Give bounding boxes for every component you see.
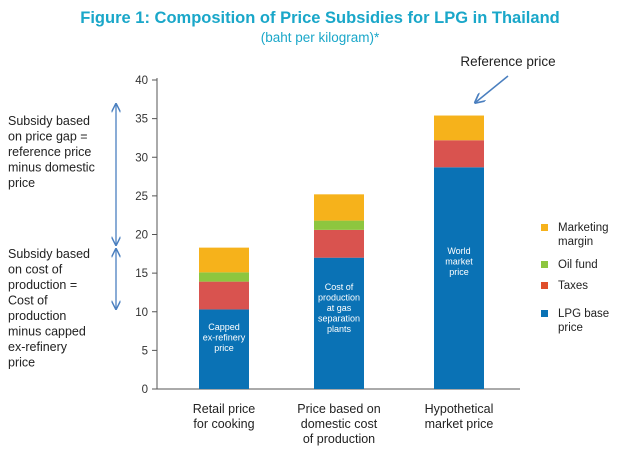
subsidy-cost-line: production (8, 309, 66, 323)
x-tick-label: Retail price (193, 402, 256, 416)
bar-inner-label: ex-refinery (203, 333, 246, 343)
legend-label: price (558, 322, 583, 334)
bar-inner-label: production (318, 293, 360, 303)
y-tick-label: 30 (135, 152, 148, 164)
x-tick-label: of production (303, 432, 375, 446)
bar-inner-label: Cost of (325, 282, 354, 292)
chart-title: Figure 1: Composition of Price Subsidies… (80, 9, 559, 27)
y-tick-label: 10 (135, 307, 148, 319)
bar-segment-lpg-base-price (199, 309, 249, 389)
subsidy-cost-line: minus capped (8, 325, 86, 339)
subsidy-cost-line: Cost of (8, 294, 48, 308)
bar-segment-oil-fund (314, 220, 364, 230)
bar-inner-label: market (445, 257, 473, 267)
subsidy-gap-line: on price gap = (8, 130, 88, 144)
x-tick-label: market price (425, 417, 494, 431)
legend-label: LPG base (558, 308, 609, 320)
chart-subtitle: (baht per kilogram)* (261, 30, 380, 45)
y-tick-label: 0 (142, 384, 148, 396)
bar-segment-lpg-base-price (434, 167, 484, 389)
bar-inner-label: plants (327, 324, 352, 334)
legend-swatch (541, 282, 548, 289)
legend-label: Taxes (558, 280, 588, 292)
subsidy-gap-line: price (8, 176, 35, 190)
subsidy-gap-line: reference price (8, 145, 91, 159)
y-tick-label: 25 (135, 191, 148, 203)
bar-segment-taxes (434, 140, 484, 168)
bar-segment-marketing-margin (434, 115, 484, 141)
subsidy-cost-line: Subsidy based (8, 247, 90, 261)
subsidy-cost-line: on cost of (8, 263, 63, 277)
bar-segment-marketing-margin (314, 194, 364, 221)
x-tick-label: Hypothetical (425, 402, 494, 416)
bars (199, 115, 484, 389)
subsidy-gap-line: minus domestic (8, 161, 95, 175)
bar-segment-marketing-margin (199, 247, 249, 273)
bar-segment-oil-fund (199, 272, 249, 282)
bar-inner-label: price (449, 267, 469, 277)
y-tick-label: 35 (135, 114, 148, 126)
subsidy-cost-line: price (8, 356, 35, 370)
legend-swatch (541, 261, 548, 268)
reference-price-label: Reference price (460, 54, 555, 69)
legend-swatch (541, 224, 548, 231)
bar-segment-taxes (314, 229, 364, 258)
bar-inner-label: at gas (327, 303, 352, 313)
bar-segment-lpg-base-price (314, 257, 364, 389)
subsidy-cost-line: ex-refinery (8, 340, 68, 354)
subsidy-gap-annotation: Subsidy based on price gap =reference pri… (8, 114, 95, 190)
legend-label: Marketing (558, 222, 609, 234)
y-tick-label: 20 (135, 230, 148, 242)
x-tick-label: domestic cost (301, 417, 378, 431)
reference-price-arrow (476, 75, 509, 102)
legend-label: Oil fund (558, 259, 598, 271)
y-tick-label: 15 (135, 268, 148, 280)
y-tick-label: 40 (135, 75, 148, 87)
bar-inner-label: Capped (208, 322, 240, 332)
x-tick-label: for cooking (193, 417, 254, 431)
x-tick-label: Price based on (297, 402, 380, 416)
legend-label: margin (558, 236, 593, 248)
bar-segment-taxes (199, 281, 249, 310)
y-tick-label: 5 (142, 345, 148, 357)
subsidy-cost-line: production = (8, 278, 77, 292)
legend: Marketing margin Oil fund Taxes LPG base pric… (541, 222, 609, 334)
bar-inner-label: separation (318, 314, 360, 324)
bar-inner-label: price (214, 343, 234, 353)
legend-swatch (541, 310, 548, 317)
bar-inner-label: World (447, 246, 470, 256)
subsidy-gap-line: Subsidy based (8, 114, 90, 128)
